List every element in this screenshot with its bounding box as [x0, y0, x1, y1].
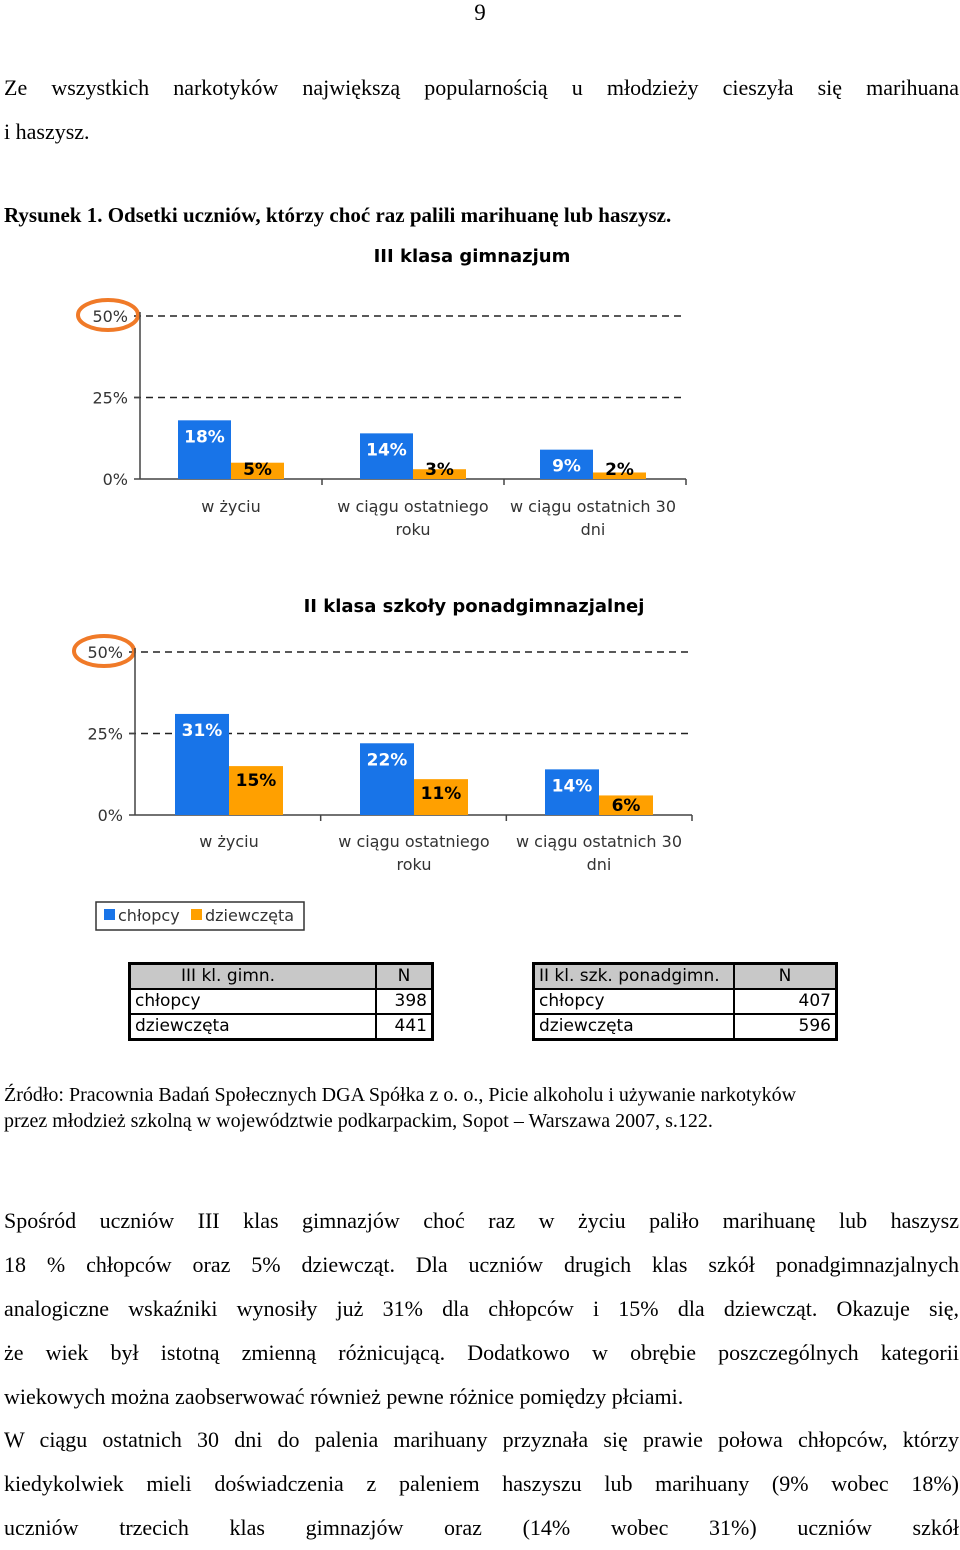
table-row: dziewczęta 441	[128, 1013, 434, 1041]
data-label: 31%	[182, 721, 223, 741]
intro-paragraph: Ze wszystkich narkotyków największą popu…	[4, 66, 959, 154]
body-line: Spośród uczniów III klas gimnazjów choć …	[4, 1208, 959, 1233]
category-label: w życiu	[201, 497, 260, 516]
n-table-header: III kl. gimn.	[128, 962, 377, 990]
bar	[175, 713, 229, 815]
bar	[593, 472, 646, 479]
bar	[178, 420, 231, 479]
chart-title: III klasa gimnazjum	[374, 246, 571, 267]
n-table-gimnazjum: III kl. gimn. N chłopcy 398 dziewczęta 4…	[128, 962, 434, 1041]
highlight-circle	[72, 634, 136, 668]
intro-line: i haszysz.	[4, 119, 90, 144]
table-cell: chłopcy	[532, 988, 735, 1015]
category-label: w ciągu ostatniego	[338, 832, 489, 851]
table-cell: 441	[375, 1013, 434, 1041]
table-cell: dziewczęta	[128, 1013, 377, 1041]
y-tick-label: 25%	[92, 389, 128, 408]
table-cell: 398	[375, 988, 434, 1015]
table-cell: chłopcy	[128, 988, 377, 1015]
data-label: 14%	[552, 776, 593, 796]
data-label: 11%	[421, 784, 462, 804]
bar	[413, 469, 466, 479]
y-tick-label: 50%	[92, 307, 128, 326]
data-label: 5%	[243, 460, 272, 480]
table-row: chłopcy 407	[532, 988, 838, 1015]
y-tick-label: 0%	[98, 806, 123, 825]
bar	[414, 779, 468, 815]
y-tick-label: 50%	[87, 643, 123, 662]
highlight-circle	[76, 298, 140, 332]
legend-swatch	[191, 909, 202, 920]
bar	[540, 449, 593, 479]
source-note: Źródło: Pracownia Badań Społecznych DGA …	[4, 1082, 954, 1134]
data-label: 15%	[236, 771, 277, 791]
table-cell: dziewczęta	[532, 1013, 735, 1041]
category-label: dni	[581, 520, 606, 539]
source-line: Źródło: Pracownia Badań Społecznych DGA …	[4, 1084, 797, 1106]
n-table-header: N	[375, 962, 434, 990]
body-line: wiekowych można zaobserwować również pew…	[4, 1384, 684, 1409]
legend-label: dziewczęta	[205, 906, 294, 925]
body-paragraph-1: Spośród uczniów III klas gimnazjów choć …	[4, 1199, 959, 1419]
body-line: uczniów trzecich klas gimnazjów oraz (14…	[4, 1515, 959, 1540]
intro-line: Ze wszystkich narkotyków największą popu…	[4, 75, 959, 100]
category-label: dni	[587, 855, 612, 874]
data-label: 3%	[425, 460, 454, 480]
table-cell: 407	[733, 988, 838, 1015]
charts-figure: III klasa gimnazjum 0% 25% 50% 18% 5% w życiu 1…	[72, 246, 693, 931]
n-table-header: II kl. szk. ponadgimn.	[532, 962, 735, 990]
chart-legend: chłopcy dziewczęta	[95, 901, 305, 931]
category-label: w życiu	[199, 832, 258, 851]
chart-title: II klasa szkoły ponadgimnazjalnej	[304, 596, 645, 617]
y-tick-label: 25%	[87, 725, 123, 744]
table-cell: 596	[733, 1013, 838, 1041]
data-label: 9%	[552, 457, 581, 477]
source-line: przez młodzież szkolną w województwie po…	[4, 1110, 713, 1132]
body-line: kiedykolwiek mieli doświadczenia z palen…	[4, 1471, 959, 1496]
data-label: 22%	[367, 750, 408, 770]
y-tick-label: 0%	[103, 470, 128, 489]
legend-label: chłopcy	[118, 906, 180, 925]
body-line: 18 % chłopców oraz 5% dziewcząt. Dla ucz…	[4, 1252, 959, 1277]
data-label: 2%	[605, 460, 634, 480]
category-label: roku	[396, 520, 431, 539]
data-label: 6%	[612, 796, 641, 816]
data-label: 18%	[184, 427, 225, 447]
category-label: w ciągu ostatnich 30	[516, 832, 682, 851]
page-number: 9	[474, 0, 486, 25]
table-row: dziewczęta 596	[532, 1013, 838, 1041]
table-row: chłopcy 398	[128, 988, 434, 1015]
bar	[360, 743, 414, 815]
chart-gimnazjum: III klasa gimnazjum 0% 25% 50% 18% 5% w życiu 1…	[76, 246, 687, 539]
body-paragraph-2: W ciągu ostatnich 30 dni do palenia mari…	[4, 1418, 959, 1550]
category-label: w ciągu ostatnich 30	[510, 497, 676, 516]
body-line: analogiczne wskaźniki wynosiły już 31% d…	[4, 1296, 959, 1321]
bar	[545, 769, 599, 815]
bar	[229, 766, 283, 815]
bar	[599, 795, 653, 815]
bar	[231, 462, 284, 479]
body-line: W ciągu ostatnich 30 dni do palenia mari…	[4, 1427, 959, 1452]
category-label: roku	[397, 855, 432, 874]
n-table-header: N	[733, 962, 838, 990]
legend-swatch	[104, 909, 115, 920]
category-label: w ciągu ostatniego	[337, 497, 488, 516]
chart-ponadgimnazjalna: II klasa szkoły ponadgimnazjalnej 0% 25% 50…	[72, 596, 693, 874]
body-line: że wiek był istotną zmienną różnicującą.…	[4, 1340, 959, 1365]
n-table-ponadgimnazjalna: II kl. szk. ponadgimn. N chłopcy 407 dzi…	[532, 962, 838, 1041]
data-label: 14%	[366, 440, 407, 460]
figure-caption: Rysunek 1. Odsetki uczniów, którzy choć …	[4, 203, 672, 227]
bar	[360, 433, 413, 479]
